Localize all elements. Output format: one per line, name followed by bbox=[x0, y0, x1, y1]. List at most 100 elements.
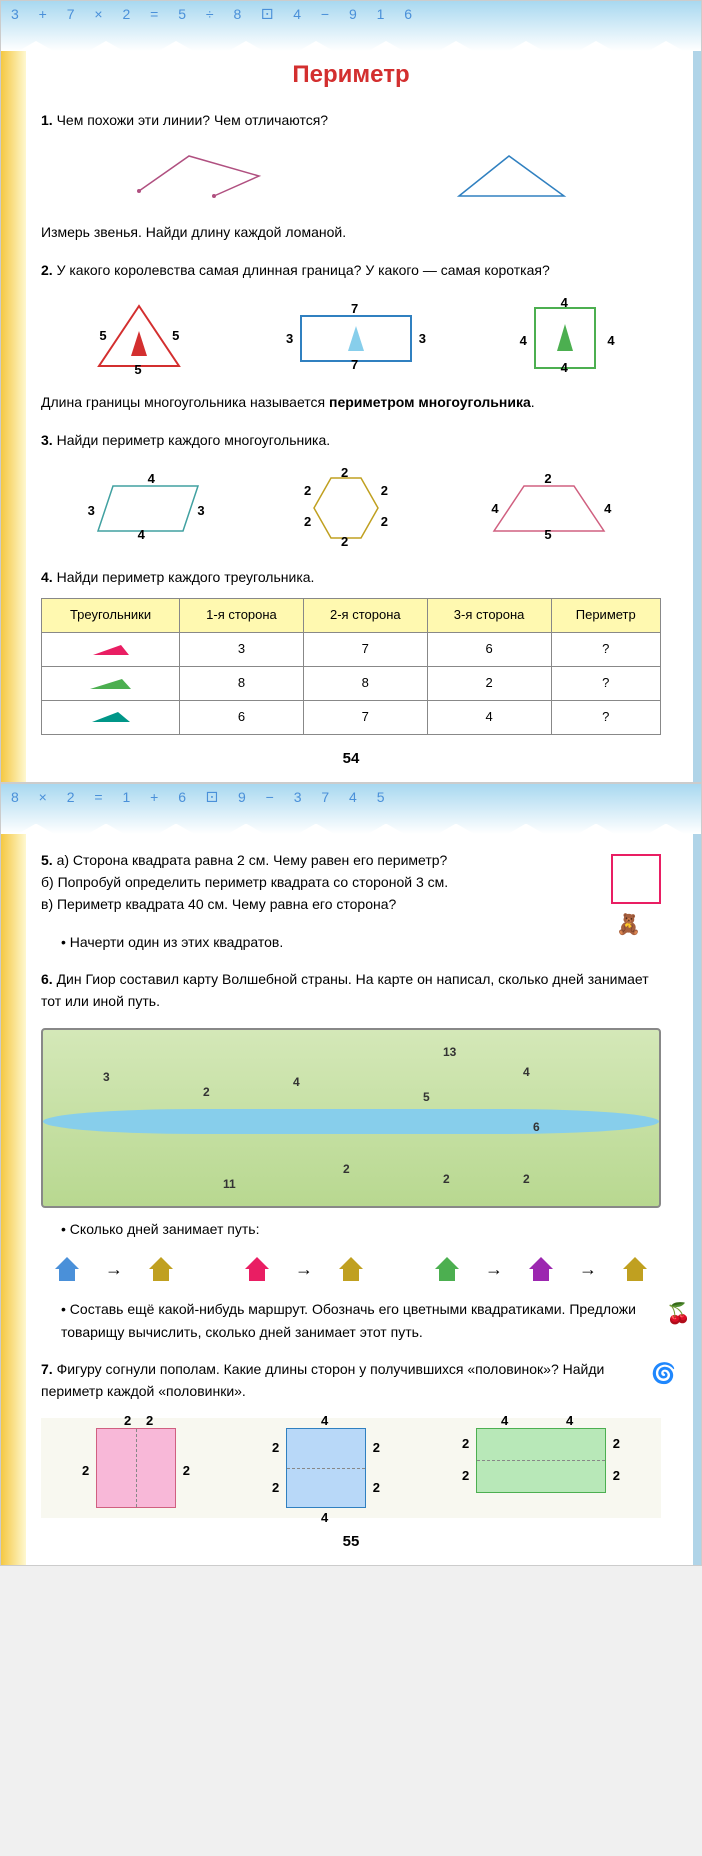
sq-side-3: 4 bbox=[520, 331, 527, 352]
problem-6: 6. Дин Гиор составил карту Волшебной стр… bbox=[41, 968, 661, 1013]
fold-square-blue: 4 2 2 2 2 4 bbox=[286, 1428, 366, 1508]
c21: 7 bbox=[303, 700, 427, 734]
c10: 8 bbox=[180, 666, 304, 700]
c03: ? bbox=[551, 633, 660, 667]
th-2: 2-я сторона bbox=[303, 599, 427, 633]
hx-5: 2 bbox=[304, 481, 311, 502]
problem-3-shapes: 4 3 4 3 2 2 2 2 2 2 2 4 5 4 bbox=[41, 466, 661, 551]
f2l0: 4 bbox=[501, 1413, 508, 1428]
arrow-icon: → bbox=[485, 1259, 503, 1280]
mn1: 2 bbox=[203, 1085, 210, 1099]
tri-side-2: 5 bbox=[134, 360, 141, 381]
problem-2-shapes: 5 5 5 7 3 7 3 4 4 4 4 bbox=[41, 296, 661, 376]
problem-2-text: У какого королевства самая длинная грани… bbox=[57, 262, 550, 278]
problem-3: 3. Найди периметр каждого многоугольника… bbox=[41, 429, 661, 551]
problem-1-num: 1. bbox=[41, 112, 53, 128]
f2l2: 2 bbox=[462, 1436, 469, 1451]
rh-2: 4 bbox=[138, 525, 145, 546]
top-decoration: 8 × 2 = 1 + 6 ⚀ 9 − 3 7 4 5 bbox=[1, 784, 701, 834]
perimeter-definition: Длина границы многоугольника называется … bbox=[41, 391, 661, 413]
f1l4: 2 bbox=[373, 1480, 380, 1495]
house-icon bbox=[147, 1255, 175, 1283]
rect-side-0: 7 bbox=[351, 299, 358, 320]
problem-1: 1. Чем похожи эти линии? Чем отличаются?… bbox=[41, 109, 661, 244]
problem-1-text2: Измерь звенья. Найди длину каждой ломано… bbox=[41, 221, 661, 243]
table-row: 8 8 2 ? bbox=[42, 666, 661, 700]
problem-7: 7. Фигуру согнули пополам. Какие длины с… bbox=[41, 1358, 661, 1403]
tri-side-1: 5 bbox=[172, 326, 179, 347]
th-3: 3-я сторона bbox=[427, 599, 551, 633]
top-decoration: 3 + 7 × 2 = 5 ÷ 8 ⚀ 4 − 9 1 6 bbox=[1, 1, 701, 51]
arrow-icon: → bbox=[295, 1259, 313, 1280]
tri-icon-1 bbox=[88, 677, 133, 691]
rh-0: 4 bbox=[148, 469, 155, 490]
mn6: 5 bbox=[423, 1090, 430, 1104]
c11: 8 bbox=[303, 666, 427, 700]
tri-icon-0 bbox=[91, 643, 131, 657]
tp-3: 4 bbox=[491, 499, 498, 520]
rh-1: 3 bbox=[88, 501, 95, 522]
c13: ? bbox=[551, 666, 660, 700]
tri-side-0: 5 bbox=[99, 326, 106, 347]
c20: 6 bbox=[180, 700, 304, 734]
hx-4: 2 bbox=[304, 512, 311, 533]
arrow-icon: → bbox=[105, 1259, 123, 1280]
problem-1-shapes bbox=[41, 146, 661, 206]
problem-4-num: 4. bbox=[41, 569, 53, 585]
problem-5c: в) Периметр квадрата 40 см. Чему равна е… bbox=[41, 896, 396, 912]
triangle-shape bbox=[444, 146, 574, 206]
right-border bbox=[693, 784, 701, 1565]
rect-side-3: 3 bbox=[419, 329, 426, 350]
f2l1: 4 bbox=[566, 1413, 573, 1428]
rect-side-2: 7 bbox=[351, 355, 358, 376]
fold-square-pink: 2 2 2 2 bbox=[96, 1428, 176, 1508]
f1l3: 2 bbox=[373, 1440, 380, 1455]
c01: 7 bbox=[303, 633, 427, 667]
left-border bbox=[1, 784, 26, 1565]
def-part2: периметром многоугольника bbox=[329, 394, 531, 410]
page-number-54: 54 bbox=[41, 750, 661, 767]
trapezoid-shape: 2 4 5 4 bbox=[479, 471, 619, 546]
problem-2-num: 2. bbox=[41, 262, 53, 278]
kingdom-rectangle: 7 3 7 3 bbox=[286, 301, 426, 371]
house-icon bbox=[433, 1255, 461, 1283]
f0l0: 2 bbox=[124, 1413, 131, 1428]
hx-0: 2 bbox=[341, 463, 348, 484]
tri-icon-2 bbox=[90, 710, 132, 724]
table-row: 3 7 6 ? bbox=[42, 633, 661, 667]
map-illustration: 3 2 4 11 2 2 5 13 4 6 2 bbox=[41, 1028, 661, 1208]
rhombus-shape: 4 3 4 3 bbox=[83, 471, 213, 546]
mn9: 6 bbox=[533, 1120, 540, 1134]
decor-symbols: 8 × 2 = 1 + 6 ⚀ 9 − 3 7 4 5 bbox=[1, 784, 701, 811]
right-border bbox=[693, 1, 701, 782]
def-part3: . bbox=[531, 394, 535, 410]
cherry-icon: 🍒 bbox=[666, 1298, 691, 1330]
hx-3: 2 bbox=[341, 532, 348, 553]
f0l3: 2 bbox=[183, 1463, 190, 1478]
problem-3-text: Найди периметр каждого многоугольника. bbox=[57, 432, 331, 448]
problem-1-text: Чем похожи эти линии? Чем отличаются? bbox=[57, 112, 328, 128]
fold-rect-green: 4 4 2 2 2 2 bbox=[476, 1428, 606, 1508]
th-0: Треугольники bbox=[42, 599, 180, 633]
square-box bbox=[611, 854, 661, 904]
kingdom-triangle: 5 5 5 bbox=[89, 296, 189, 376]
problem-6-q1: • Сколько дней занимает путь: bbox=[61, 1218, 661, 1240]
mn2: 4 bbox=[293, 1075, 300, 1089]
mn5: 2 bbox=[443, 1172, 450, 1186]
hx-1: 2 bbox=[381, 481, 388, 502]
f1l5: 4 bbox=[321, 1510, 328, 1525]
mn0: 3 bbox=[103, 1070, 110, 1084]
page-55: 8 × 2 = 1 + 6 ⚀ 9 − 3 7 4 5 🧸 5. а) Стор… bbox=[0, 783, 702, 1566]
page-title: Периметр bbox=[41, 61, 661, 89]
sq-side-0: 4 bbox=[561, 293, 568, 314]
f1l1: 2 bbox=[272, 1440, 279, 1455]
mn7: 13 bbox=[443, 1045, 456, 1059]
problem-7-num: 7. bbox=[41, 1361, 53, 1377]
toy-icon: 🧸 bbox=[616, 909, 641, 941]
mn4: 2 bbox=[343, 1162, 350, 1176]
arrow-icon: → bbox=[579, 1259, 597, 1280]
table-row: 6 7 4 ? bbox=[42, 700, 661, 734]
rect-side-1: 3 bbox=[286, 329, 293, 350]
fold-shapes-row: 2 2 2 2 4 2 2 2 2 4 4 4 2 2 2 2 bbox=[41, 1418, 661, 1518]
c12: 2 bbox=[427, 666, 551, 700]
